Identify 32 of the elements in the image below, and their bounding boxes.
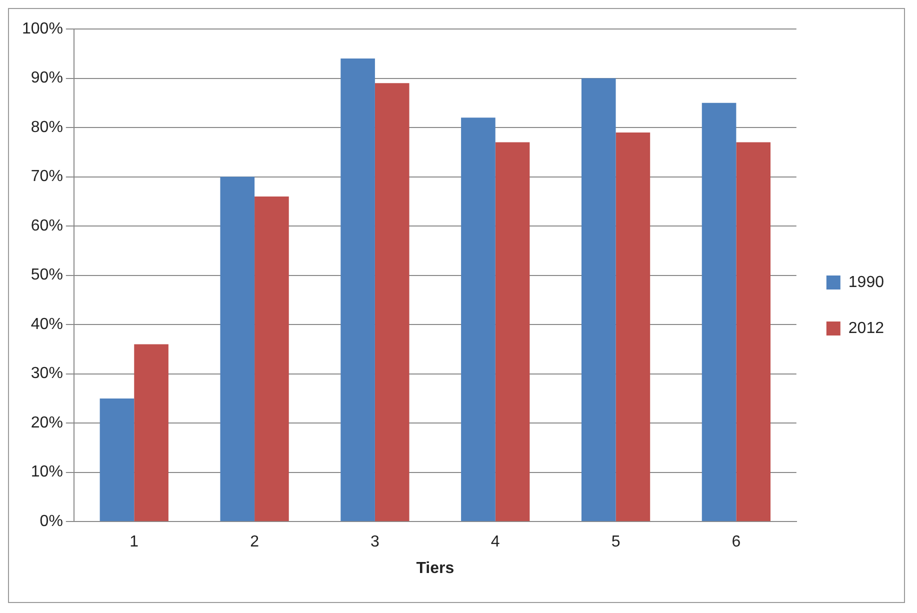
y-tick-label: 60% [30, 217, 63, 234]
y-tick-label: 50% [30, 266, 63, 284]
x-tick-label: 4 [490, 534, 500, 551]
y-tick-label: 30% [30, 365, 63, 382]
y-tick-label: 100% [22, 20, 63, 38]
bar [100, 398, 134, 522]
y-tick-label: 0% [40, 513, 63, 530]
bar [374, 83, 410, 522]
y-tick-label: 10% [30, 464, 63, 481]
x-tick-label: 3 [370, 534, 380, 551]
bar [254, 196, 289, 522]
legend-label: 1990 [848, 274, 884, 291]
y-tick-label: 70% [30, 168, 63, 186]
y-tick-label: 20% [30, 414, 63, 432]
bar [340, 58, 375, 522]
x-tick-label: 5 [611, 534, 620, 551]
bar [134, 344, 168, 522]
bar [702, 102, 736, 522]
bar [461, 118, 496, 522]
y-tick-label: 80% [30, 118, 63, 136]
bar [736, 142, 771, 522]
y-tick-label: 40% [30, 316, 63, 333]
bar [616, 132, 650, 522]
bar [220, 176, 255, 522]
bar [495, 142, 530, 522]
x-tick-label: 1 [130, 534, 139, 551]
bar [581, 78, 616, 522]
x-tick-label: 2 [250, 534, 260, 551]
legend-label: 2012 [848, 320, 884, 337]
x-tick-label: 6 [732, 534, 741, 551]
y-tick-label: 90% [30, 70, 63, 87]
x-axis-title: Tiers [416, 560, 454, 577]
